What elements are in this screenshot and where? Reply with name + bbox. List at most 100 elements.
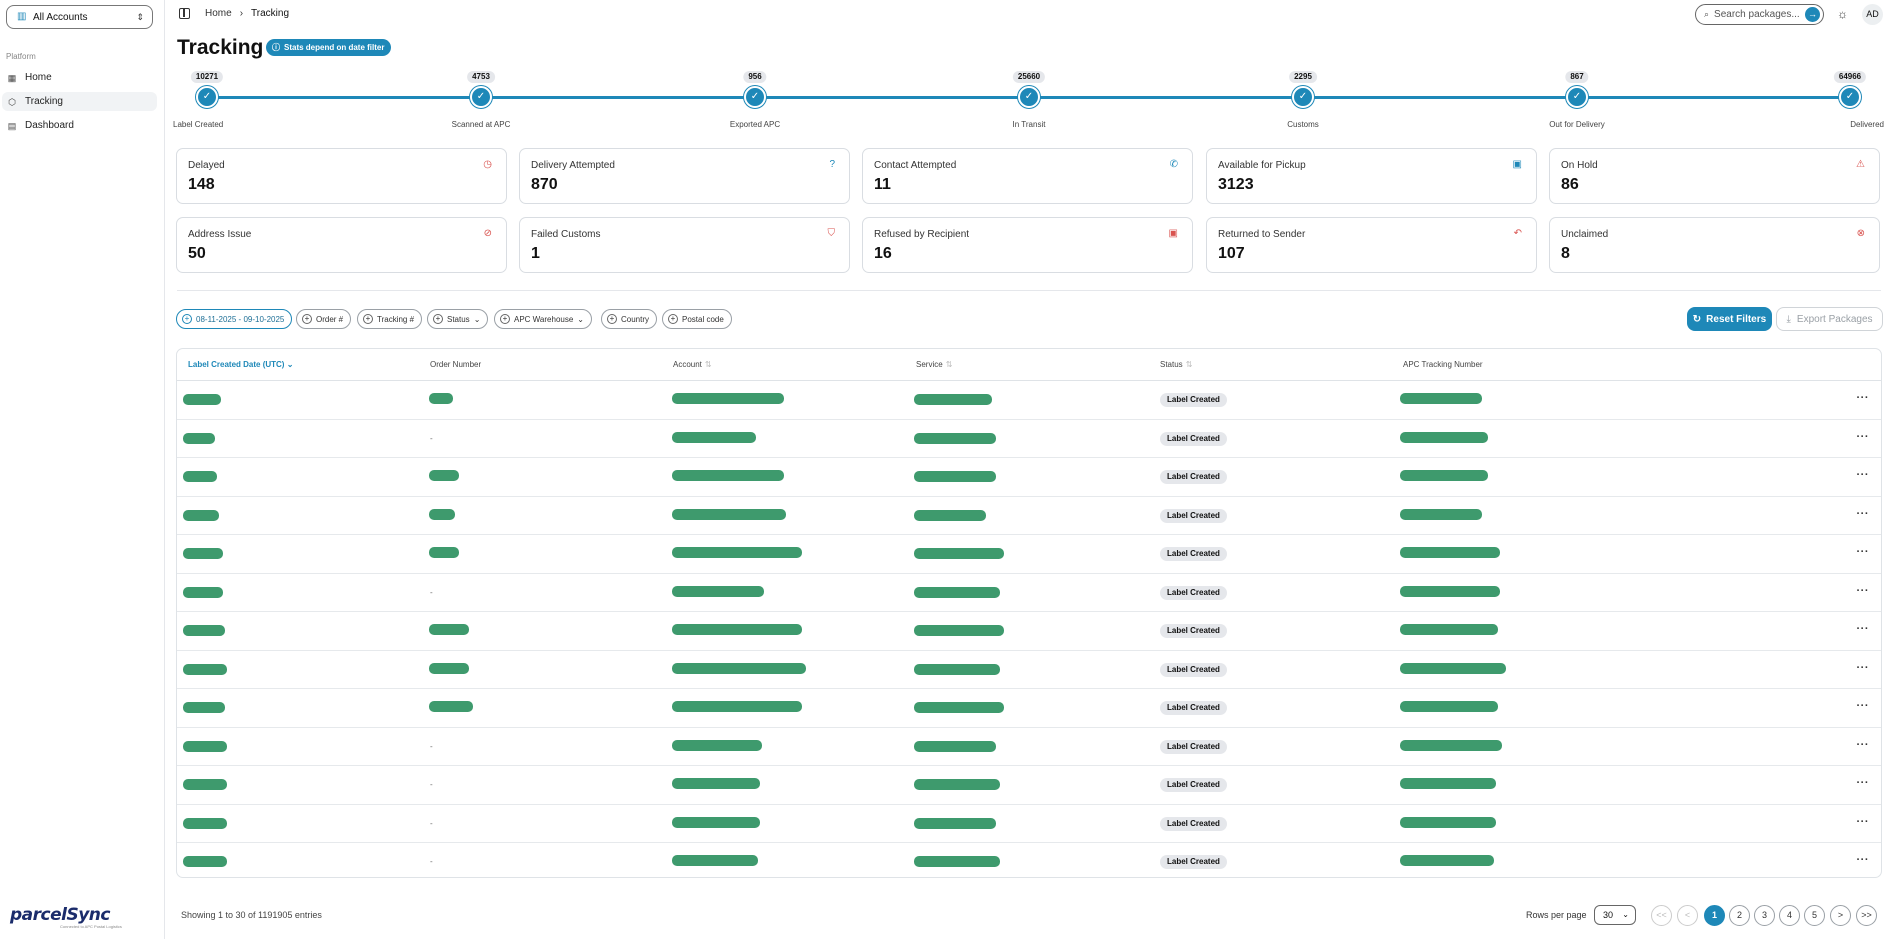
stat-card-value: 86: [1561, 176, 1579, 193]
filter-label: Tracking #: [377, 314, 415, 324]
column-header-status[interactable]: Status ⇅: [1160, 360, 1192, 369]
search-input[interactable]: ⌕ Search packages... →: [1695, 4, 1824, 25]
stat-card-title: Failed Customs: [531, 229, 601, 240]
row-actions-more-icon[interactable]: ···: [1856, 430, 1869, 443]
filter-tracking-number[interactable]: + Tracking #: [357, 309, 423, 329]
table-row[interactable]: - Label Created ···: [177, 843, 1881, 877]
table-row[interactable]: Label Created ···: [177, 458, 1881, 497]
table-row[interactable]: - Label Created ···: [177, 805, 1881, 843]
redacted-account: [672, 816, 760, 828]
row-actions-more-icon[interactable]: ···: [1856, 546, 1869, 558]
search-placeholder: Search packages...: [1714, 9, 1800, 20]
account-select[interactable]: ▥ All Accounts ⇕: [6, 5, 153, 29]
status-badge: Label Created: [1160, 508, 1227, 523]
search-submit-button[interactable]: →: [1805, 7, 1820, 22]
stat-card-value: 3123: [1218, 176, 1254, 193]
sidebar-item-home[interactable]: ▦ Home: [2, 68, 157, 87]
status-badge: Label Created: [1160, 470, 1227, 484]
rows-per-page-select[interactable]: 30 ⌄: [1594, 905, 1636, 925]
redacted-account: [672, 701, 802, 712]
check-icon: ✓: [1018, 86, 1040, 108]
filter-status[interactable]: + Status ⌄: [427, 309, 489, 329]
status-badge: Label Created: [1160, 701, 1227, 715]
check-icon: ✓: [1292, 86, 1314, 108]
order-number: -: [430, 741, 433, 751]
order-number: -: [430, 587, 433, 597]
last-page-button[interactable]: >>: [1856, 905, 1877, 926]
filter-apc-warehouse[interactable]: + APC Warehouse ⌄: [494, 309, 592, 329]
stat-card[interactable]: Failed Customs 1 ⛉: [519, 217, 850, 273]
redacted-tracking-number: [1400, 816, 1496, 828]
stat-card[interactable]: Delivery Attempted 870?: [519, 148, 850, 204]
row-actions-more-icon[interactable]: ···: [1856, 584, 1869, 597]
redacted-tracking-number: [1400, 739, 1502, 751]
table-row[interactable]: Label Created ···: [177, 612, 1881, 651]
stat-card[interactable]: Refused by Recipient 16 ▣: [862, 217, 1193, 273]
stat-card[interactable]: Address Issue 50 ⊘: [176, 217, 507, 273]
row-actions-more-icon[interactable]: ···: [1856, 623, 1869, 635]
row-actions-more-icon[interactable]: ···: [1856, 392, 1869, 404]
table-row[interactable]: Label Created ···: [177, 689, 1881, 728]
redacted-account: [672, 431, 756, 443]
column-header-label-created-date[interactable]: Label Created Date (UTC) ⌄: [188, 360, 293, 369]
redacted-date: [183, 471, 217, 482]
redacted-date: [183, 740, 227, 752]
reset-filters-button[interactable]: ↻ Reset Filters: [1687, 307, 1772, 331]
stat-card[interactable]: Contact Attempted 11 ✆: [862, 148, 1193, 204]
page-1-button[interactable]: 1: [1704, 905, 1725, 926]
theme-toggle-sun-icon[interactable]: ☼: [1837, 7, 1848, 21]
page-3-button[interactable]: 3: [1754, 905, 1775, 926]
next-page-button[interactable]: >: [1830, 905, 1851, 926]
redacted-account: [672, 470, 784, 481]
sidebar-item-tracking[interactable]: ⬡ Tracking: [2, 92, 157, 111]
page-4-button[interactable]: 4: [1779, 905, 1800, 926]
table-row[interactable]: - Label Created ···: [177, 574, 1881, 612]
redacted-service: [914, 856, 1000, 867]
status-badge: Label Created: [1160, 393, 1227, 407]
export-packages-button[interactable]: ⤓ Export Packages: [1776, 307, 1883, 331]
row-actions-more-icon[interactable]: ···: [1856, 661, 1869, 674]
table-row[interactable]: Label Created ···: [177, 497, 1881, 535]
table-row[interactable]: Label Created ···: [177, 381, 1881, 420]
table-row[interactable]: - Label Created ···: [177, 420, 1881, 458]
page-2-button[interactable]: 2: [1729, 905, 1750, 926]
stat-card[interactable]: Returned to Sender 107 ↶: [1206, 217, 1537, 273]
status-badge: Label Created: [1160, 739, 1227, 754]
table-row[interactable]: Label Created ···: [177, 651, 1881, 689]
order-number: -: [430, 857, 433, 866]
column-header-service[interactable]: Service ⇅: [916, 360, 952, 369]
breadcrumb-home[interactable]: Home: [205, 8, 232, 19]
filter-postal-code[interactable]: + Postal code: [662, 309, 732, 329]
filter-order-number[interactable]: + Order #: [296, 309, 352, 329]
page-5-button[interactable]: 5: [1804, 905, 1825, 926]
status-badge: Label Created: [1160, 547, 1227, 561]
document-icon: ▤: [7, 120, 17, 131]
filter-country[interactable]: + Country: [601, 309, 658, 329]
redacted-service: [914, 548, 1004, 559]
stat-card[interactable]: Unclaimed 8 ⊗: [1549, 217, 1880, 273]
stat-card-value: 11: [874, 176, 891, 193]
row-actions-more-icon[interactable]: ···: [1856, 854, 1869, 866]
first-page-button[interactable]: <<: [1651, 905, 1672, 926]
avatar[interactable]: AD: [1862, 4, 1883, 25]
column-header-account[interactable]: Account ⇅: [673, 360, 712, 369]
sidebar-toggle-icon[interactable]: [179, 8, 190, 19]
sidebar-item-dashboard[interactable]: ▤ Dashboard: [2, 116, 157, 135]
row-actions-more-icon[interactable]: ···: [1856, 777, 1869, 789]
table-row[interactable]: - Label Created ···: [177, 728, 1881, 766]
stat-card[interactable]: On Hold 86 ⚠: [1549, 148, 1880, 204]
row-actions-more-icon[interactable]: ···: [1856, 469, 1869, 481]
table-row[interactable]: Label Created ···: [177, 535, 1881, 574]
date-range-filter[interactable]: + 08-11-2025 - 09-10-2025: [176, 309, 293, 329]
prev-page-button[interactable]: <: [1677, 905, 1698, 926]
row-actions-more-icon[interactable]: ···: [1856, 507, 1869, 520]
stat-card[interactable]: Available for Pickup 3123 ▣: [1206, 148, 1537, 204]
filter-label: APC Warehouse: [514, 314, 574, 324]
redacted-account: [672, 662, 806, 674]
row-actions-more-icon[interactable]: ···: [1856, 700, 1869, 712]
row-actions-more-icon[interactable]: ···: [1856, 815, 1869, 828]
row-actions-more-icon[interactable]: ···: [1856, 738, 1869, 751]
stat-card-title: Address Issue: [188, 229, 252, 240]
stat-card[interactable]: Delayed 148 ◷: [176, 148, 507, 204]
table-row[interactable]: - Label Created ···: [177, 766, 1881, 805]
